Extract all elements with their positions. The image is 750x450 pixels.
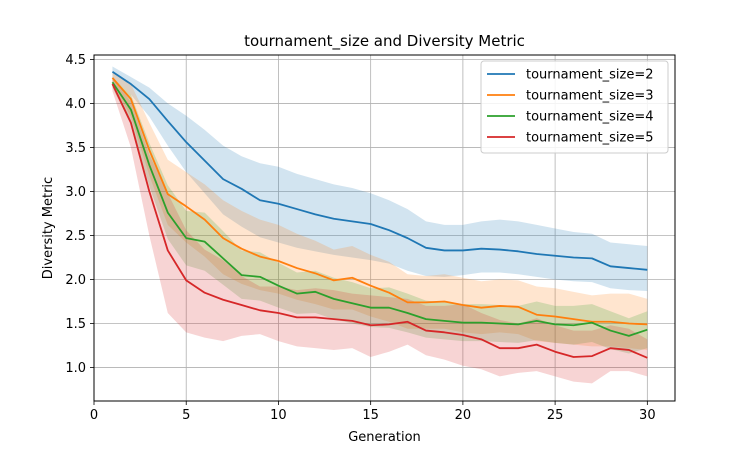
x-tick-label: 25 — [547, 408, 564, 423]
x-tick-label: 10 — [270, 408, 287, 423]
y-tick-label: 1.0 — [65, 361, 86, 376]
chart-title: tournament_size and Diversity Metric — [244, 32, 525, 51]
y-tick-label: 4.5 — [65, 53, 86, 68]
x-axis-ticks: 0 5 10 15 20 25 30 — [90, 401, 656, 423]
legend-label: tournament_size=5 — [526, 131, 653, 146]
y-tick-label: 3.0 — [65, 185, 86, 200]
y-tick-label: 3.5 — [65, 141, 86, 156]
y-tick-label: 2.0 — [65, 273, 86, 288]
legend-label: tournament_size=4 — [526, 110, 653, 125]
x-axis-label: Generation — [348, 430, 421, 445]
legend-label: tournament_size=2 — [526, 68, 653, 83]
y-axis-ticks: 1.0 1.5 2.0 2.5 3.0 3.5 4.0 4.5 — [65, 53, 94, 376]
series-band-1 — [112, 66, 648, 291]
series-line-1 — [111, 70, 648, 271]
x-tick-label: 20 — [455, 408, 472, 423]
plot-frame — [93, 54, 676, 402]
legend-label: tournament_size=3 — [526, 89, 653, 104]
series-line-4 — [111, 83, 648, 359]
series-lines — [111, 70, 648, 359]
series-line-2 — [111, 77, 648, 326]
legend: tournament_size=2 tournament_size=3tourna… — [480, 60, 669, 154]
y-tick-label: 1.5 — [65, 317, 86, 332]
legend-box — [480, 60, 669, 154]
grid — [93, 55, 675, 401]
x-tick-label: 30 — [639, 408, 656, 423]
y-tick-label: 2.5 — [65, 229, 86, 244]
series-line-3 — [111, 81, 648, 337]
series-band-2 — [112, 71, 648, 350]
y-axis-label: Diversity Metric — [41, 177, 56, 279]
x-tick-label: 15 — [362, 408, 379, 423]
y-tick-label: 4.0 — [65, 97, 86, 112]
series-band-3 — [112, 77, 648, 354]
x-tick-label: 0 — [90, 408, 98, 423]
x-tick-label: 5 — [182, 408, 190, 423]
